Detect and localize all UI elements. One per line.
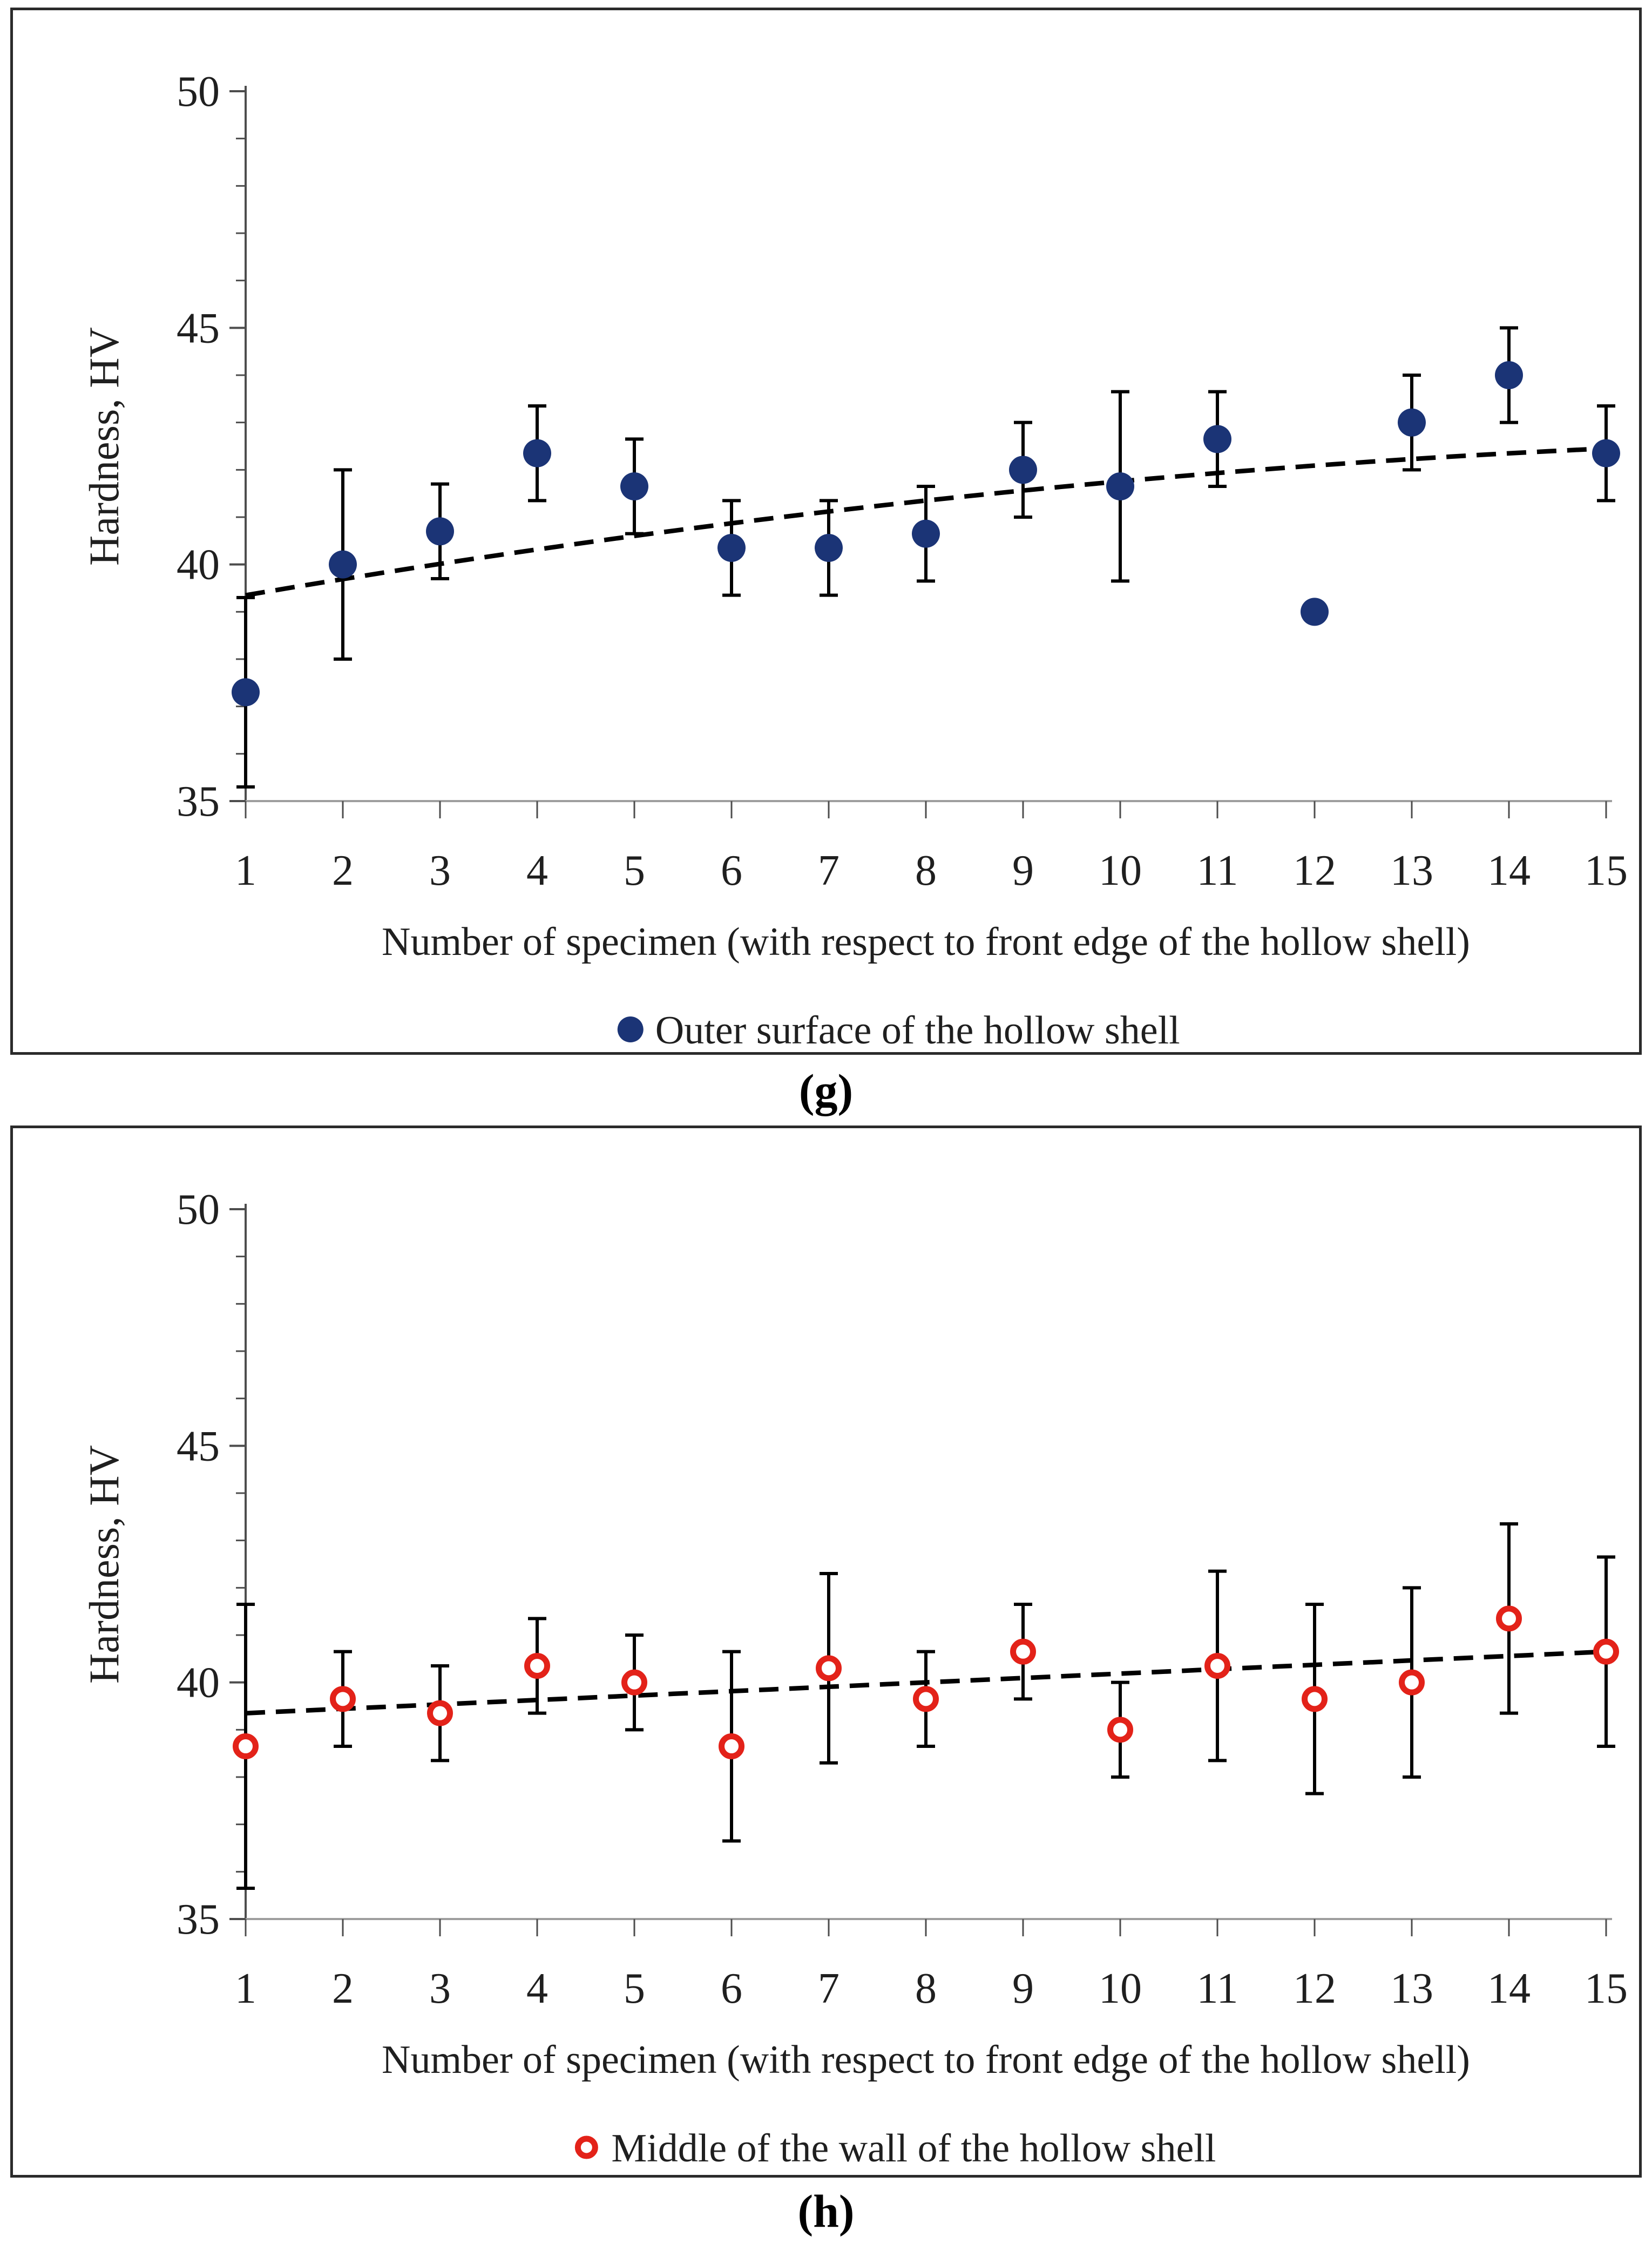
data-points — [233, 1605, 1619, 1760]
x-tick-label: 9 — [1012, 847, 1034, 894]
x-tick-label: 5 — [624, 1965, 645, 2012]
x-tick-label: 10 — [1099, 847, 1142, 894]
data-point — [1106, 472, 1134, 501]
figure-panel-g: 35 40 45 50 1 2 3 4 5 6 7 8 9 10 11 12 13 14 15 Hardness, H… — [10, 8, 1642, 1055]
x-tick-label: 3 — [429, 847, 451, 894]
data-point — [523, 439, 551, 467]
data-point — [233, 1733, 259, 1760]
x-tick-label: 15 — [1585, 1965, 1628, 2012]
data-point — [426, 517, 454, 546]
legend: Middle of the wall of the hollow shell — [574, 2126, 1216, 2171]
legend-marker-open-circle — [574, 2135, 598, 2159]
data-point — [620, 472, 648, 501]
x-tick-label: 2 — [332, 847, 354, 894]
x-tick-label: 1 — [235, 847, 256, 894]
data-point — [1009, 456, 1037, 484]
data-point — [232, 678, 260, 707]
x-tick-label: 10 — [1099, 1965, 1142, 2012]
x-tick-label: 3 — [429, 1965, 451, 2012]
x-tick-label: 11 — [1196, 847, 1238, 894]
data-point — [1496, 1605, 1522, 1632]
x-tick-label: 7 — [818, 1965, 839, 2012]
caption-g: (g) — [798, 1064, 854, 1116]
x-tick-label: 8 — [915, 847, 937, 894]
x-tick-label: 8 — [915, 1965, 937, 2012]
data-point — [912, 519, 940, 548]
data-point — [524, 1652, 550, 1679]
data-point — [1010, 1638, 1036, 1665]
y-tick-label: 40 — [177, 541, 220, 589]
data-point — [1593, 1638, 1619, 1665]
error-bars — [236, 326, 1615, 789]
x-tick-label: 6 — [721, 847, 742, 894]
x-tick-label: 13 — [1390, 847, 1433, 894]
data-point — [1301, 598, 1329, 626]
legend-label: Outer surface of the hollow shell — [655, 1008, 1180, 1052]
y-tick-label: 45 — [177, 1422, 220, 1470]
x-tick-label: 12 — [1293, 1965, 1336, 2012]
x-tick-label: 6 — [721, 1965, 742, 2012]
x-tick-label: 14 — [1487, 847, 1531, 894]
data-point — [815, 533, 843, 562]
data-point — [717, 533, 746, 562]
y-tick-label: 35 — [177, 1896, 220, 1943]
x-tick-label: 9 — [1012, 1965, 1034, 2012]
x-tick-label: 11 — [1196, 1965, 1238, 2012]
data-point — [1203, 425, 1231, 453]
legend-marker-filled-circle — [617, 1016, 644, 1042]
y-tick-label: 50 — [177, 68, 220, 116]
data-point — [1399, 1669, 1425, 1696]
x-tick-label: 12 — [1293, 847, 1336, 894]
x-tick-label: 2 — [332, 1965, 354, 2012]
y-tick-label: 50 — [177, 1186, 220, 1233]
legend-label: Middle of the wall of the hollow shell — [611, 2126, 1216, 2171]
x-tick-label: 4 — [526, 847, 548, 894]
x-tick-label: 14 — [1487, 1965, 1531, 2012]
data-point — [1495, 361, 1523, 389]
y-tick-label: 35 — [177, 778, 220, 825]
data-point — [719, 1733, 744, 1760]
data-point — [1204, 1652, 1230, 1679]
data-points — [232, 361, 1620, 707]
figure-panel-h: 35 40 45 50 1 2 3 4 5 6 7 8 9 10 11 12 13 14 15 Hardness, H… — [10, 1126, 1642, 2178]
caption-h: (h) — [797, 2185, 855, 2237]
data-point — [1592, 439, 1620, 467]
x-tick-label: 13 — [1390, 1965, 1433, 2012]
data-point — [427, 1700, 453, 1726]
data-point — [621, 1669, 647, 1696]
x-axis-title: Number of specimen (with respect to fron… — [382, 920, 1470, 964]
x-tick-label: 7 — [818, 847, 839, 894]
x-tick-label: 5 — [624, 847, 645, 894]
data-point — [816, 1655, 842, 1682]
data-point — [330, 1686, 356, 1712]
y-tick-label: 45 — [177, 304, 220, 352]
x-tick-label: 4 — [526, 1965, 548, 2012]
x-tick-label: 15 — [1585, 847, 1628, 894]
x-axis-title: Number of specimen (with respect to fron… — [382, 2038, 1470, 2082]
legend: Outer surface of the hollow shell — [617, 1008, 1180, 1052]
data-point — [329, 550, 357, 579]
data-point — [1398, 408, 1426, 437]
data-point — [1302, 1686, 1328, 1712]
y-axis-title: Hardness, HV — [80, 1445, 127, 1684]
x-tick-label: 1 — [235, 1965, 256, 2012]
data-point — [1107, 1717, 1133, 1743]
trendline — [245, 1649, 1607, 1716]
data-point — [913, 1686, 939, 1712]
trendline — [245, 446, 1607, 598]
y-tick-label: 40 — [177, 1659, 220, 1707]
y-axis-title: Hardness, HV — [80, 327, 127, 566]
